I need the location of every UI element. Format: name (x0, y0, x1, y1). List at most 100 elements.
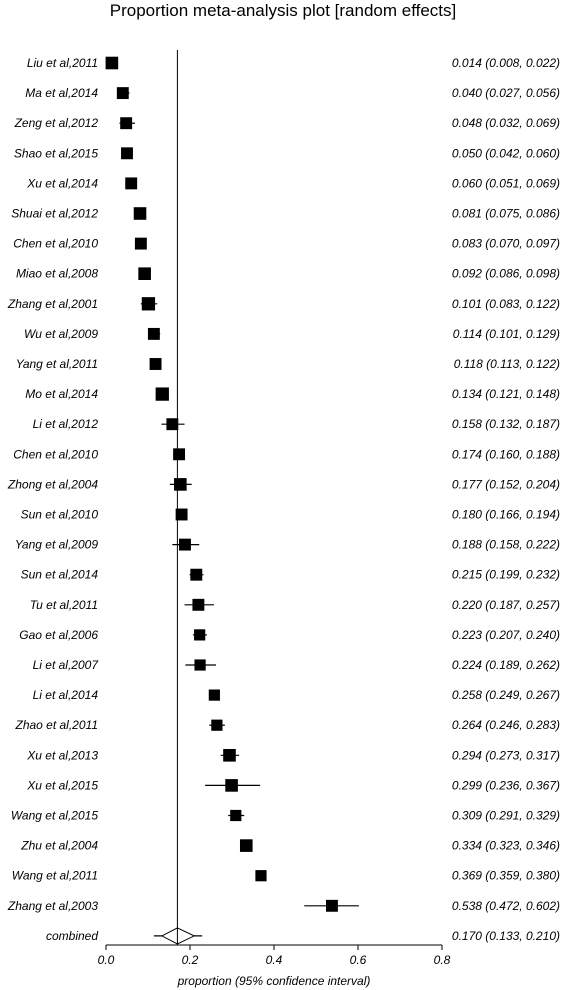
study-row: Shao et al,2015 0.050 (0.042, 0.060) (14, 146, 560, 160)
x-tick-label: 0.4 (266, 953, 283, 967)
study-name: Ma et al,2014 (25, 86, 98, 100)
estimate-marker (125, 177, 138, 190)
estimate-marker (173, 448, 186, 461)
estimate-marker (134, 237, 147, 250)
study-row: Sun et al,2014 0.215 (0.199, 0.232) (21, 568, 560, 582)
study-row: Shuai et al,2012 0.081 (0.075, 0.086) (11, 207, 560, 221)
ci-label: 0.264 (0.246, 0.283) (452, 718, 560, 732)
study-name: Shao et al,2015 (14, 146, 98, 160)
study-name: Wang et al,2015 (11, 809, 99, 823)
study-name: Sun et al,2010 (21, 508, 99, 522)
study-row: Yang et al,2009 0.188 (0.158, 0.222) (15, 538, 560, 552)
estimate-marker (225, 779, 238, 792)
study-row: Chen et al,2010 0.174 (0.160, 0.188) (13, 447, 560, 461)
estimate-marker (141, 297, 156, 311)
estimate-marker (208, 689, 220, 701)
ci-label: 0.158 (0.132, 0.187) (452, 417, 560, 431)
estimate-marker (230, 809, 242, 822)
study-row: Chen et al,2010 0.083 (0.070, 0.097) (13, 237, 560, 251)
study-row: Xu et al,2013 0.294 (0.273, 0.317) (26, 748, 560, 762)
estimate-marker (147, 327, 160, 340)
study-row: Zhang et al,2001 0.101 (0.083, 0.122) (7, 297, 560, 311)
estimate-marker (121, 147, 133, 160)
study-name: Li et al,2007 (33, 658, 100, 672)
estimate-marker (120, 117, 133, 130)
estimate-marker (116, 87, 129, 100)
study-name: Chen et al,2010 (13, 237, 98, 251)
ci-label: 0.092 (0.086, 0.098) (452, 267, 560, 281)
ci-label: 0.177 (0.152, 0.204) (452, 477, 560, 491)
study-row: Tu et al,2011 0.220 (0.187, 0.257) (30, 598, 560, 612)
ci-label: 0.258 (0.249, 0.267) (452, 688, 560, 702)
study-name: Shuai et al,2012 (11, 207, 98, 221)
estimate-marker (133, 207, 147, 220)
ci-label: 0.309 (0.291, 0.329) (452, 809, 560, 823)
study-name: Zhao et al,2011 (14, 718, 98, 732)
study-row: Zhang et al,2003 0.538 (0.472, 0.602) (7, 899, 560, 913)
study-row: Xu et al,2015 0.299 (0.236, 0.367) (26, 778, 560, 792)
estimate-marker (194, 629, 206, 641)
study-row: Wang et al,2011 0.369 (0.359, 0.380) (12, 869, 560, 883)
study-name: Xu et al,2015 (26, 778, 98, 792)
combined-diamond (160, 927, 196, 945)
ci-label: 0.215 (0.199, 0.232) (452, 568, 560, 582)
ci-label: 0.294 (0.273, 0.317) (452, 748, 560, 762)
study-row: Xu et al,2014 0.060 (0.051, 0.069) (26, 176, 560, 190)
study-name: Liu et al,2011 (27, 56, 98, 70)
ci-label: 0.334 (0.323, 0.346) (452, 839, 560, 853)
ci-label: 0.081 (0.075, 0.086) (452, 207, 560, 221)
study-row: Zhu et al,2004 0.334 (0.323, 0.346) (20, 839, 560, 853)
estimate-marker (326, 899, 338, 912)
ci-label: 0.101 (0.083, 0.122) (452, 297, 560, 311)
study-name: Xu et al,2014 (26, 176, 98, 190)
study-name: Zhang et al,2003 (7, 899, 98, 913)
estimate-marker (211, 719, 223, 731)
study-name: Yang et al,2011 (16, 357, 98, 371)
study-row: Liu et al,2011 0.014 (0.008, 0.022) (27, 56, 560, 70)
study-name: Sun et al,2014 (21, 568, 99, 582)
x-tick-label: 0.6 (350, 953, 367, 967)
ci-label: 0.114 (0.101, 0.129) (453, 327, 560, 341)
study-row: Sun et al,2010 0.180 (0.166, 0.194) (21, 508, 560, 522)
estimate-marker (149, 358, 162, 370)
ci-label: 0.224 (0.189, 0.262) (452, 658, 560, 672)
ci-label: 0.188 (0.158, 0.222) (452, 538, 560, 552)
study-row: Li et al,2012 0.158 (0.132, 0.187) (33, 417, 560, 431)
estimate-marker (166, 418, 179, 431)
estimate-marker (239, 839, 253, 852)
x-axis-label: proportion (95% confidence interval) (177, 974, 371, 988)
study-name: Xu et al,2013 (26, 748, 98, 762)
ci-label: 0.050 (0.042, 0.060) (452, 146, 560, 160)
ci-label: 0.048 (0.032, 0.069) (452, 116, 560, 130)
study-row: Ma et al,2014 0.040 (0.027, 0.056) (25, 86, 560, 100)
estimate-marker (192, 598, 205, 611)
study-row: Zhao et al,2011 0.264 (0.246, 0.283) (14, 718, 560, 732)
ci-label: 0.220 (0.187, 0.257) (452, 598, 560, 612)
ci-label: 0.040 (0.027, 0.056) (452, 86, 560, 100)
estimate-marker (190, 568, 203, 581)
ci-label: 0.083 (0.070, 0.097) (452, 237, 560, 251)
ci-label: 0.299 (0.236, 0.367) (452, 778, 560, 792)
x-tick-label: 0.0 (98, 953, 115, 967)
estimate-marker (174, 478, 187, 491)
study-name: Li et al,2012 (33, 417, 99, 431)
study-name: Zhu et al,2004 (20, 839, 98, 853)
study-row: Mo et al,2014 0.134 (0.121, 0.148) (25, 387, 560, 401)
study-row: Zeng et al,2012 0.048 (0.032, 0.069) (14, 116, 560, 130)
study-name: Yang et al,2009 (15, 538, 99, 552)
study-name: Zhang et al,2001 (7, 297, 98, 311)
study-name: Mo et al,2014 (25, 387, 98, 401)
ci-label: 0.174 (0.160, 0.188) (452, 447, 560, 461)
estimate-marker (255, 870, 267, 882)
study-row: Wu et al,2009 0.114 (0.101, 0.129) (24, 327, 560, 341)
study-name: Wu et al,2009 (24, 327, 98, 341)
study-name: Li et al,2014 (33, 688, 99, 702)
estimate-marker (223, 749, 236, 762)
ci-label: 0.060 (0.051, 0.069) (452, 176, 560, 190)
chart-title: Proportion meta-analysis plot [random ef… (110, 1, 456, 20)
x-tick-label: 0.2 (182, 953, 199, 967)
estimate-marker (155, 387, 169, 401)
study-row: Li et al,2007 0.224 (0.189, 0.262) (33, 658, 560, 672)
x-tick-label: 0.8 (434, 953, 451, 967)
